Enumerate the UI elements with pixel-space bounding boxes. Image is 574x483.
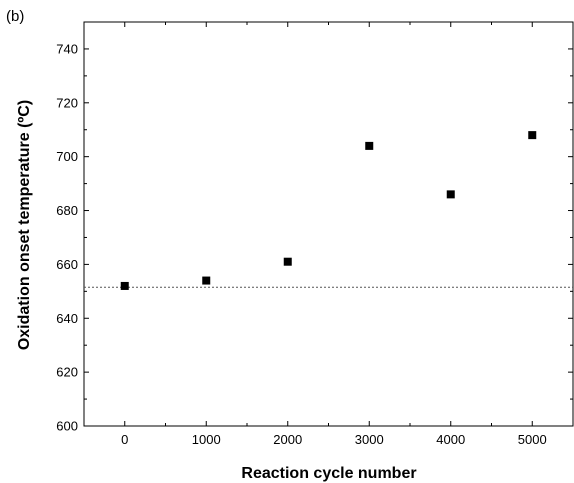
y-tick-label: 740 xyxy=(56,41,78,56)
y-tick-label: 640 xyxy=(56,311,78,326)
y-axis-title: Oxidation onset temperature (ºC) xyxy=(16,100,33,350)
x-tick-label: 0 xyxy=(121,432,128,447)
data-point xyxy=(365,141,374,150)
data-point xyxy=(283,257,292,266)
y-tick-label: 660 xyxy=(56,257,78,272)
x-tick-label: 2000 xyxy=(273,432,302,447)
x-tick-label: 5000 xyxy=(518,432,547,447)
y-tick-label: 700 xyxy=(56,149,78,164)
y-tick-label: 680 xyxy=(56,203,78,218)
y-tick-label: 620 xyxy=(56,365,78,380)
x-tick-label: 4000 xyxy=(436,432,465,447)
data-point xyxy=(528,131,537,140)
x-tick-label: 1000 xyxy=(192,432,221,447)
data-point xyxy=(202,276,211,285)
x-axis-title: Reaction cycle number xyxy=(241,465,416,482)
y-tick-label: 720 xyxy=(56,95,78,110)
panel-label: (b) xyxy=(6,8,25,25)
y-tick-label: 600 xyxy=(56,419,78,434)
plot-frame xyxy=(83,21,574,427)
x-tick-label: 3000 xyxy=(355,432,384,447)
data-point xyxy=(446,190,455,199)
data-point xyxy=(120,281,129,290)
